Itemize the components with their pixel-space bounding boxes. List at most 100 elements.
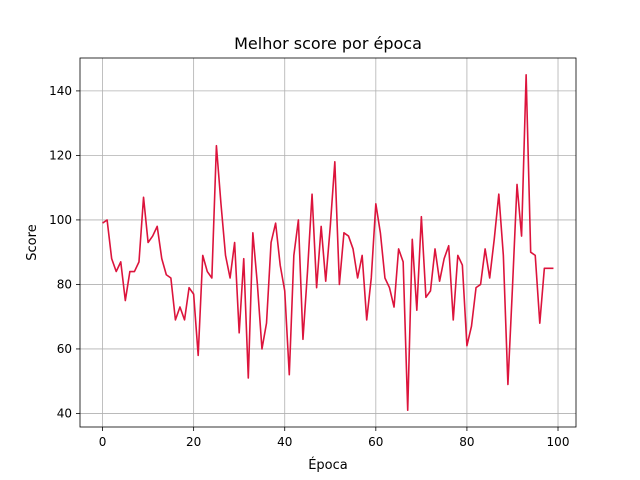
y-tick-label: 140	[49, 84, 72, 98]
data-point	[443, 257, 446, 260]
data-point	[251, 231, 254, 234]
data-point	[215, 144, 218, 147]
x-tick-label: 40	[277, 435, 292, 449]
data-point	[493, 238, 496, 241]
data-point	[379, 231, 382, 234]
data-point	[447, 244, 450, 247]
data-point	[324, 280, 327, 283]
data-point	[329, 225, 332, 228]
data-point	[543, 267, 546, 270]
plot-frame	[79, 57, 577, 428]
data-point	[515, 183, 518, 186]
y-tick-label: 100	[49, 213, 72, 227]
data-point	[219, 202, 222, 205]
data-point	[402, 260, 405, 263]
data-point	[183, 318, 186, 321]
data-point	[192, 293, 195, 296]
data-point	[128, 270, 131, 273]
data-point	[269, 241, 272, 244]
data-point	[415, 309, 418, 312]
data-point	[547, 267, 550, 270]
data-point	[433, 247, 436, 250]
data-point	[356, 276, 359, 279]
data-point	[260, 347, 263, 350]
data-point	[256, 283, 259, 286]
data-point	[406, 409, 409, 412]
data-point	[502, 254, 505, 257]
data-point	[288, 373, 291, 376]
data-point	[310, 193, 313, 196]
data-point	[315, 286, 318, 289]
data-point	[411, 238, 414, 241]
data-point	[233, 241, 236, 244]
y-tick-label: 120	[49, 148, 72, 162]
data-point	[511, 286, 514, 289]
data-point	[283, 289, 286, 292]
data-point	[156, 225, 159, 228]
data-point	[520, 234, 523, 237]
data-point	[210, 276, 213, 279]
data-point	[456, 254, 459, 257]
series-line	[102, 73, 554, 412]
data-point	[351, 247, 354, 250]
data-point	[119, 260, 122, 263]
data-point	[247, 376, 250, 379]
data-point	[506, 383, 509, 386]
x-tick-label: 100	[547, 435, 570, 449]
data-point	[146, 241, 149, 244]
data-point	[297, 218, 300, 221]
data-point	[301, 338, 304, 341]
data-point	[470, 325, 473, 328]
x-tick-label: 60	[368, 435, 383, 449]
chart-title: Melhor score por época	[234, 34, 422, 53]
data-point	[187, 286, 190, 289]
data-point	[370, 276, 373, 279]
data-point	[242, 257, 245, 260]
data-point	[201, 254, 204, 257]
data-point	[438, 280, 441, 283]
data-point	[342, 231, 345, 234]
y-tick-label: 40	[57, 406, 72, 420]
data-point	[383, 276, 386, 279]
data-point	[365, 318, 368, 321]
data-point	[238, 331, 241, 334]
data-point	[115, 270, 118, 273]
data-point	[488, 276, 491, 279]
data-point	[397, 247, 400, 250]
data-point	[174, 318, 177, 321]
data-point	[461, 263, 464, 266]
data-point	[552, 267, 555, 270]
grid-layer	[80, 58, 576, 427]
x-tick-label: 80	[459, 435, 474, 449]
data-point	[429, 289, 432, 292]
data-point	[388, 286, 391, 289]
data-point	[320, 225, 323, 228]
y-tick-label: 60	[57, 342, 72, 356]
data-point	[265, 322, 268, 325]
data-point	[534, 254, 537, 257]
data-point	[392, 305, 395, 308]
data-point	[479, 283, 482, 286]
data-point	[452, 318, 455, 321]
series-layer	[102, 73, 555, 412]
data-point	[106, 218, 109, 221]
data-point	[292, 254, 295, 257]
y-axis-label: Score	[25, 224, 40, 260]
x-tick-label: 0	[99, 435, 107, 449]
data-point	[374, 202, 377, 205]
data-point	[538, 322, 541, 325]
data-point	[133, 270, 136, 273]
data-point	[160, 257, 163, 260]
data-point	[110, 257, 113, 260]
ticks-layer: 0 20 40 60 80 100 40 60 80 100 120 140	[49, 84, 569, 449]
data-point	[228, 276, 231, 279]
data-point	[361, 254, 364, 257]
data-point	[178, 305, 181, 308]
data-point	[484, 247, 487, 250]
data-point	[169, 276, 172, 279]
data-point	[151, 234, 154, 237]
data-point	[274, 222, 277, 225]
data-point	[465, 344, 468, 347]
data-point	[124, 299, 127, 302]
